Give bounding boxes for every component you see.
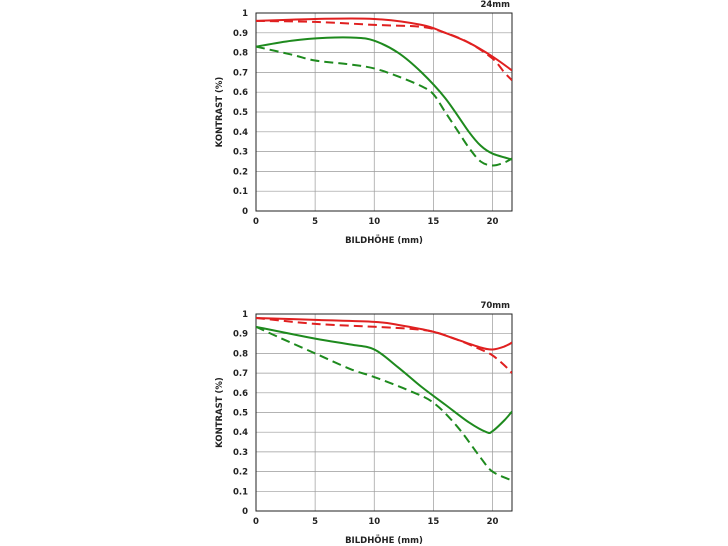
y-tick-label: 0.1 <box>233 487 248 497</box>
y-tick-label: 0.3 <box>233 148 248 158</box>
y-axis-label: KONTRAST (%) <box>215 77 225 148</box>
x-tick-label: 5 <box>312 217 318 227</box>
y-tick-label: 0.5 <box>233 108 248 118</box>
y-axis-label: KONTRAST (%) <box>215 377 225 448</box>
y-tick-label: 0.6 <box>233 88 248 98</box>
y-tick-label: 0.2 <box>233 468 248 478</box>
y-tick-label: 0.2 <box>233 167 248 177</box>
series-line-dashed-1 <box>256 316 512 374</box>
x-tick-label: 15 <box>427 517 439 527</box>
chart-title: 24mm <box>480 0 510 10</box>
x-tick-label: 0 <box>253 217 259 227</box>
y-tick-label: 0.6 <box>233 389 248 399</box>
y-tick-label: 0.1 <box>233 187 248 197</box>
series-line-dashed-3 <box>256 45 512 167</box>
y-tick-label: 0 <box>242 507 248 517</box>
y-tick-label: 0.8 <box>233 49 248 59</box>
x-tick-label: 20 <box>487 517 499 527</box>
y-tick-label: 0.4 <box>233 128 248 138</box>
y-tick-label: 0 <box>242 207 248 217</box>
series-line-solid-0 <box>256 17 512 72</box>
x-axis-label: BILDHÖHE (mm) <box>345 235 423 246</box>
x-tick-label: 5 <box>312 517 318 527</box>
y-tick-label: 0.9 <box>233 29 248 39</box>
chart-70mm: 00.10.20.30.40.50.60.70.80.910 5 10 15 20BIL… <box>215 301 513 546</box>
y-tick-label: 0.4 <box>233 428 248 438</box>
y-tick-label: 0.9 <box>233 330 248 340</box>
x-tick-label: 0 <box>253 517 259 527</box>
x-tick-label: 10 <box>368 517 380 527</box>
series-line-solid-0 <box>256 316 512 351</box>
series-line-solid-2 <box>256 325 512 435</box>
series-line-dashed-1 <box>256 19 512 82</box>
y-tick-label: 1 <box>242 9 248 19</box>
x-tick-label: 10 <box>368 217 380 227</box>
y-tick-label: 0.8 <box>233 349 248 359</box>
y-tick-label: 0.5 <box>233 409 248 419</box>
y-tick-label: 0.7 <box>233 68 248 78</box>
x-axis-label: BILDHÖHE (mm) <box>345 535 423 546</box>
series-line-solid-2 <box>256 36 512 161</box>
y-tick-label: 0.3 <box>233 448 248 458</box>
series-line-dashed-3 <box>256 325 512 482</box>
y-tick-label: 0.7 <box>233 369 248 379</box>
y-tick-label: 1 <box>242 310 248 320</box>
x-tick-label: 20 <box>487 217 499 227</box>
x-tick-label: 15 <box>427 217 439 227</box>
chart-24mm: 00.10.20.30.40.50.60.70.80.910 5 10 15 20BIL… <box>215 0 513 246</box>
chart-title: 70mm <box>480 301 510 311</box>
plot-frame <box>255 12 513 212</box>
